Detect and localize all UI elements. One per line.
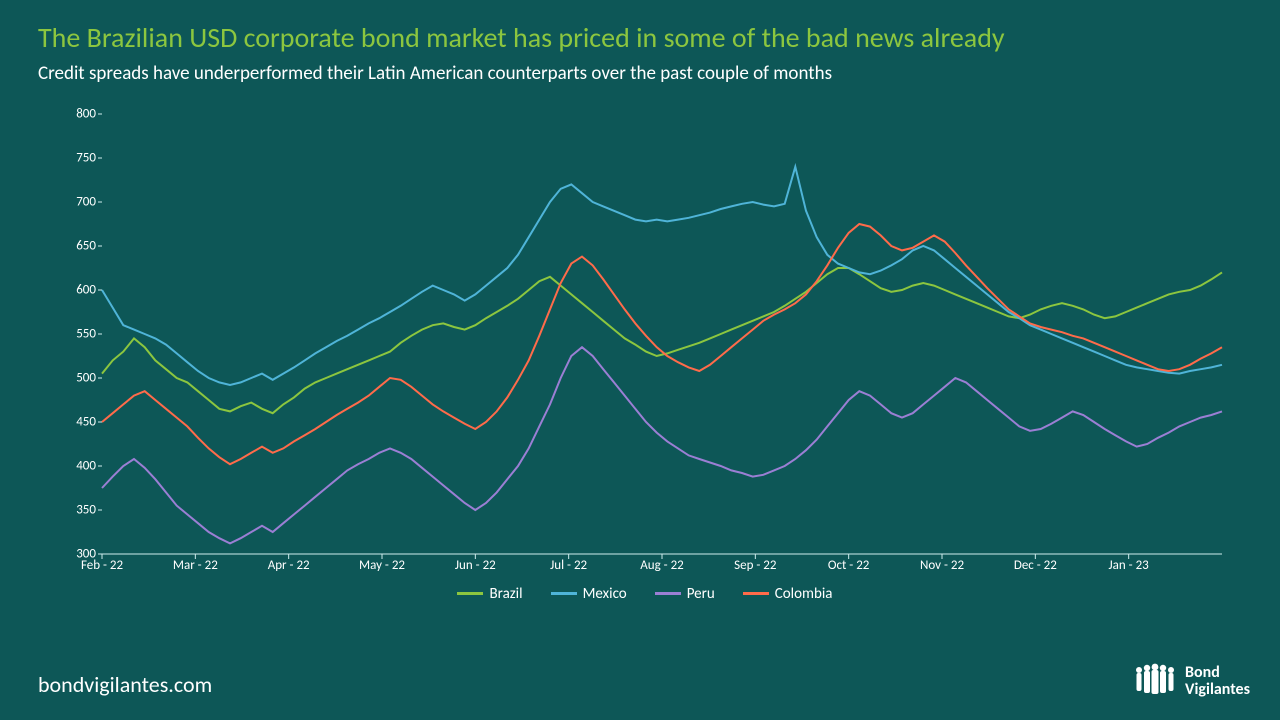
x-tick-label: Nov - 22 — [920, 558, 964, 573]
x-tick-label: Dec - 22 — [1014, 558, 1057, 573]
x-tick-label: Feb - 22 — [81, 558, 123, 573]
x-tick-label: Oct - 22 — [828, 558, 870, 573]
x-tick-label: Aug - 22 — [640, 558, 684, 573]
y-tick-label: 350 — [60, 503, 96, 518]
x-tick-label: Sep - 22 — [734, 558, 776, 573]
x-tick-label: Jan - 23 — [1109, 558, 1149, 573]
y-tick-label: 750 — [60, 151, 96, 166]
people-icon — [1133, 662, 1177, 702]
chart-legend: Brazil Mexico Peru Colombia — [60, 582, 1230, 603]
x-tick-label: Jul - 22 — [550, 558, 587, 573]
y-tick-label: 700 — [60, 195, 96, 210]
logo-text: Bond Vigilantes — [1185, 665, 1250, 699]
y-tick-label: 400 — [60, 459, 96, 474]
x-tick-label: Jun - 22 — [455, 558, 496, 573]
y-tick-label: 800 — [60, 107, 96, 122]
legend-swatch — [457, 592, 483, 595]
legend-item: Mexico — [551, 585, 627, 603]
y-tick-label: 550 — [60, 327, 96, 342]
y-tick-label: 500 — [60, 371, 96, 386]
legend-label: Colombia — [775, 585, 833, 603]
logo-line2: Vigilantes — [1185, 682, 1250, 699]
y-tick-label: 650 — [60, 239, 96, 254]
brand-logo: Bond Vigilantes — [1133, 662, 1250, 702]
legend-swatch — [551, 592, 577, 595]
legend-swatch — [655, 592, 681, 595]
y-tick-label: 450 — [60, 415, 96, 430]
chart-area: 300350400450500550600650700750800 Feb - … — [60, 104, 1230, 614]
legend-label: Mexico — [583, 585, 627, 603]
x-tick-label: May - 22 — [359, 558, 405, 573]
legend-label: Peru — [687, 585, 715, 603]
x-tick-label: Apr - 22 — [268, 558, 310, 573]
x-tick-label: Mar - 22 — [173, 558, 218, 573]
legend-swatch — [743, 592, 769, 595]
legend-item: Colombia — [743, 585, 833, 603]
legend-item: Brazil — [457, 585, 522, 603]
footer-url: bondvigilantes.com — [38, 671, 212, 698]
chart-plot — [102, 114, 1222, 554]
legend-item: Peru — [655, 585, 715, 603]
y-tick-label: 600 — [60, 283, 96, 298]
legend-label: Brazil — [489, 585, 522, 603]
chart-subtitle: Credit spreads have underperformed their… — [38, 62, 832, 85]
chart-title: The Brazilian USD corporate bond market … — [38, 20, 1005, 55]
